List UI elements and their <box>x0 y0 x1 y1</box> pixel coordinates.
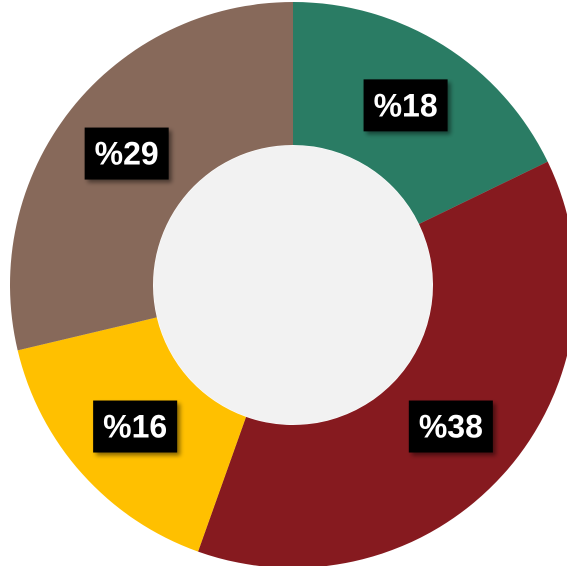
label-box <box>408 400 493 453</box>
data-label-group: %18 <box>363 79 448 132</box>
data-label: %29 <box>95 136 159 172</box>
data-label-group: %38 <box>408 400 493 453</box>
label-box <box>84 127 169 180</box>
label-box <box>93 400 178 453</box>
data-label: %38 <box>419 409 483 445</box>
data-label: %18 <box>374 87 438 123</box>
data-label: %16 <box>103 409 167 445</box>
donut-segment <box>198 161 567 566</box>
donut-hole <box>153 145 433 425</box>
label-box <box>363 79 448 132</box>
data-label-group: %29 <box>84 127 169 180</box>
data-label-group: %16 <box>93 400 178 453</box>
